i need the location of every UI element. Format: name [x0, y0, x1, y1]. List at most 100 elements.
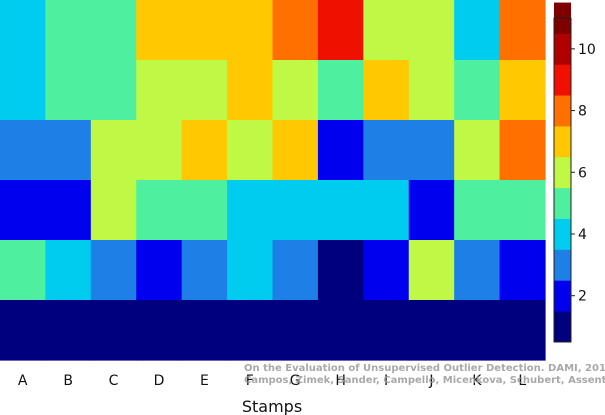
heatmap-cell — [227, 0, 274, 61]
heatmap-cell — [45, 180, 92, 241]
heatmap-cell — [45, 60, 92, 121]
heatmap-cell — [0, 180, 47, 241]
heatmap-cell — [408, 180, 455, 241]
heatmap-cell — [181, 120, 228, 181]
x-tick-label: B — [63, 373, 73, 389]
heatmap-cell — [90, 180, 137, 241]
x-tick-label: D — [154, 373, 165, 389]
heatmap-cell — [227, 60, 274, 121]
colorbar-segment — [554, 126, 571, 158]
heatmap-cell — [363, 0, 410, 61]
heatmap-cell — [90, 0, 137, 61]
heatmap-cell — [317, 0, 364, 61]
heatmap-cell — [317, 300, 364, 361]
heatmap-cell — [317, 180, 364, 241]
x-tick-labels: A B C D E F G H I J K L — [18, 373, 526, 389]
heatmap-cell — [136, 180, 183, 241]
heatmap-cell — [90, 300, 137, 361]
heatmap-cell — [454, 300, 501, 361]
heatmap-cell — [317, 60, 364, 121]
x-tick-label: L — [518, 373, 526, 389]
heatmap-cell — [363, 240, 410, 301]
heatmap-cell — [45, 240, 92, 301]
colorbar-segment — [554, 280, 571, 312]
heatmap-cell — [0, 240, 47, 301]
heatmap-cell — [317, 120, 364, 181]
x-tick-label: E — [200, 373, 209, 389]
heatmap-cell — [454, 120, 501, 181]
x-axis-title: Stamps — [242, 397, 302, 415]
x-tick-label: G — [290, 373, 301, 389]
colorbar-segment — [554, 187, 571, 219]
heatmap-cell — [45, 0, 92, 61]
heatmap-cell — [454, 0, 501, 61]
heatmap-cell — [499, 300, 546, 361]
heatmap-cell — [272, 120, 319, 181]
heatmap-cell — [317, 240, 364, 301]
heatmap-cell — [363, 300, 410, 361]
heatmap-cell — [90, 60, 137, 121]
heatmap-cell — [136, 300, 183, 361]
colorbar-segment — [554, 95, 571, 127]
colorbar-tick-label: 4 — [578, 227, 587, 243]
heatmap-cell — [499, 0, 546, 61]
heatmap-cell — [136, 240, 183, 301]
heatmap-cell — [499, 60, 546, 121]
credit-line-2: Campos, Zimek, Sander, Campello, Micenko… — [244, 375, 605, 386]
heatmap-cell — [136, 120, 183, 181]
heatmap-cell — [272, 0, 319, 61]
heatmap-cell — [227, 180, 274, 241]
heatmap-cell — [408, 0, 455, 61]
heatmap-cell — [0, 300, 47, 361]
heatmap-cell — [90, 120, 137, 181]
colorbar-segment — [554, 156, 571, 189]
heatmap-cell — [454, 240, 501, 301]
heatmap-cell — [408, 120, 455, 181]
heatmap-cell — [363, 180, 410, 241]
heatmap-cell — [181, 0, 228, 61]
colorbar-segment — [554, 64, 571, 96]
credit-watermark: On the Evaluation of Unsupervised Outlie… — [244, 363, 605, 386]
x-tick-label: C — [109, 373, 119, 389]
colorbar — [553, 2, 572, 343]
heatmap-cell — [90, 240, 137, 301]
x-tick-label: J — [428, 373, 433, 389]
heatmap-cell — [227, 120, 274, 181]
colorbar-tick-label: 6 — [578, 165, 587, 181]
heatmap-cell — [454, 180, 501, 241]
colorbar-segment — [554, 249, 571, 281]
colorbar-segment — [554, 218, 571, 250]
x-tick-label: A — [18, 373, 28, 389]
heatmap-cell — [408, 240, 455, 301]
colorbar-border — [553, 17, 572, 343]
credit-line-1: On the Evaluation of Unsupervised Outlie… — [244, 363, 605, 374]
x-tick-label: H — [335, 373, 346, 389]
heatmap-cell — [363, 60, 410, 121]
heatmap-cell — [0, 120, 47, 181]
x-tick-label: K — [472, 373, 482, 389]
heatmap-cell — [0, 0, 47, 61]
colorbar-tick-label: 8 — [578, 104, 587, 120]
heatmap-cell — [499, 180, 546, 241]
heatmap-cell — [499, 120, 546, 181]
heatmap-cells — [0, 0, 546, 361]
heatmap-cell — [136, 0, 183, 61]
heatmap-cell — [272, 180, 319, 241]
heatmap-cell — [181, 180, 228, 241]
x-tick-label: F — [246, 373, 254, 389]
x-tick-label: I — [384, 373, 388, 389]
heatmap-cell — [136, 60, 183, 121]
heatmap-cell — [181, 240, 228, 301]
heatmap-cell — [454, 60, 501, 121]
heatmap-cell — [272, 240, 319, 301]
heatmap-cell — [45, 300, 92, 361]
heatmap-cell — [227, 300, 274, 361]
heatmap-cell — [272, 60, 319, 121]
heatmap-cell — [181, 300, 228, 361]
colorbar-segment — [554, 311, 571, 343]
heatmap-cell — [227, 240, 274, 301]
heatmap-cell — [499, 240, 546, 301]
heatmap-cell — [408, 60, 455, 121]
heatmap-cell — [181, 60, 228, 121]
